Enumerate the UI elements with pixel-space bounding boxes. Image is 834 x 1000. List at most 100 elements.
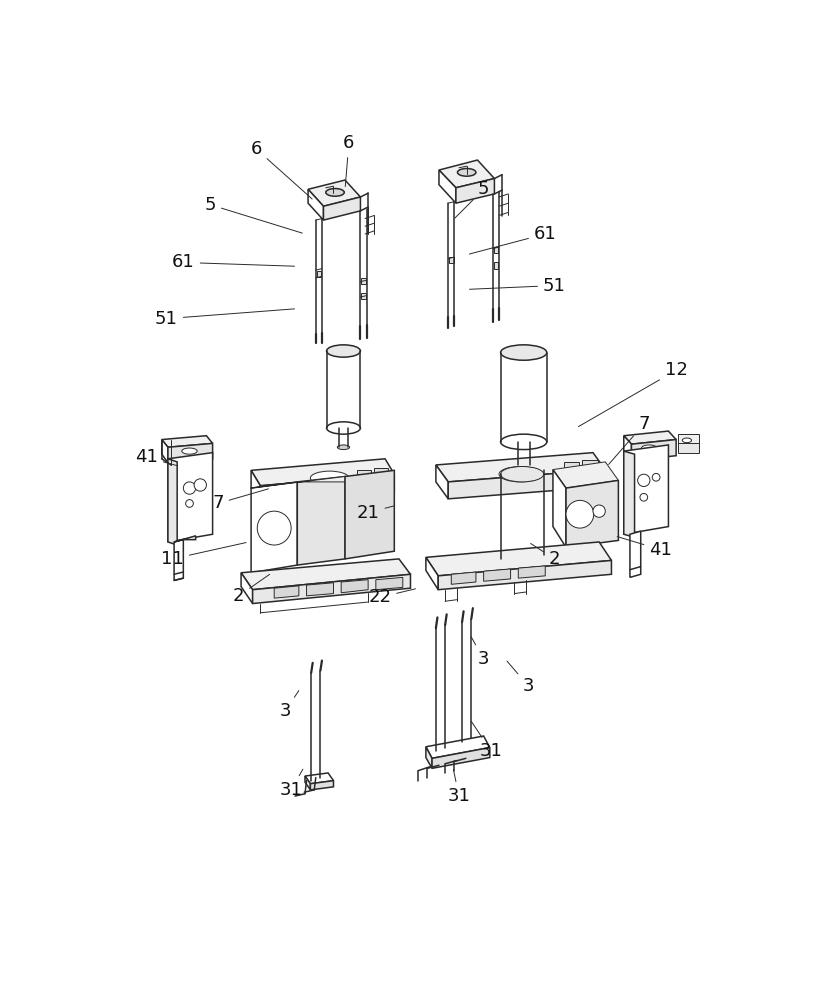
Polygon shape bbox=[174, 536, 196, 542]
Polygon shape bbox=[624, 451, 635, 537]
Polygon shape bbox=[168, 443, 213, 463]
Polygon shape bbox=[426, 542, 611, 576]
Polygon shape bbox=[168, 453, 213, 542]
Ellipse shape bbox=[682, 438, 691, 443]
Ellipse shape bbox=[500, 434, 547, 450]
Text: 61: 61 bbox=[470, 225, 556, 254]
Bar bbox=[494, 247, 498, 253]
Ellipse shape bbox=[641, 445, 657, 451]
Circle shape bbox=[566, 500, 594, 528]
Polygon shape bbox=[553, 470, 566, 547]
Circle shape bbox=[186, 500, 193, 507]
Polygon shape bbox=[174, 540, 183, 580]
Polygon shape bbox=[566, 480, 618, 547]
Polygon shape bbox=[624, 431, 676, 444]
Ellipse shape bbox=[500, 345, 547, 360]
Bar bbox=[449, 257, 454, 263]
Polygon shape bbox=[241, 559, 410, 590]
Polygon shape bbox=[308, 180, 360, 206]
Polygon shape bbox=[253, 574, 410, 604]
Text: 2: 2 bbox=[530, 543, 560, 568]
Text: 21: 21 bbox=[357, 504, 394, 522]
Text: 3: 3 bbox=[507, 661, 534, 695]
Ellipse shape bbox=[458, 169, 476, 176]
Text: 41: 41 bbox=[135, 448, 178, 466]
Bar bbox=[361, 293, 366, 299]
Polygon shape bbox=[251, 470, 260, 503]
Polygon shape bbox=[426, 557, 438, 590]
Polygon shape bbox=[260, 474, 394, 503]
Polygon shape bbox=[439, 170, 456, 203]
Ellipse shape bbox=[516, 462, 531, 468]
Text: 31: 31 bbox=[279, 769, 303, 799]
Polygon shape bbox=[341, 580, 368, 593]
Circle shape bbox=[638, 474, 650, 487]
Text: 12: 12 bbox=[579, 361, 687, 427]
Bar bbox=[564, 462, 579, 473]
Polygon shape bbox=[345, 470, 394, 559]
Text: 7: 7 bbox=[212, 489, 269, 512]
Polygon shape bbox=[448, 470, 605, 499]
Bar bbox=[678, 434, 699, 451]
Polygon shape bbox=[241, 573, 253, 604]
Bar bbox=[317, 271, 321, 277]
Ellipse shape bbox=[327, 422, 360, 434]
Bar bbox=[361, 278, 366, 284]
Text: 6: 6 bbox=[344, 134, 354, 187]
Text: 61: 61 bbox=[172, 253, 294, 271]
Ellipse shape bbox=[182, 448, 197, 454]
Ellipse shape bbox=[499, 466, 542, 482]
Polygon shape bbox=[518, 566, 545, 578]
Polygon shape bbox=[631, 440, 676, 460]
Text: 31: 31 bbox=[448, 770, 470, 805]
Ellipse shape bbox=[326, 189, 344, 196]
Text: 5: 5 bbox=[455, 180, 490, 218]
Polygon shape bbox=[436, 465, 448, 499]
Polygon shape bbox=[168, 459, 177, 545]
Polygon shape bbox=[630, 531, 641, 577]
Bar bbox=[374, 468, 388, 477]
Text: 3: 3 bbox=[279, 691, 299, 720]
Text: 3: 3 bbox=[471, 637, 490, 668]
Circle shape bbox=[640, 493, 648, 501]
Polygon shape bbox=[251, 477, 345, 488]
Polygon shape bbox=[308, 189, 324, 220]
Polygon shape bbox=[162, 440, 168, 463]
Polygon shape bbox=[451, 572, 476, 584]
Polygon shape bbox=[484, 569, 510, 581]
Text: 7: 7 bbox=[609, 415, 650, 464]
Polygon shape bbox=[324, 197, 360, 220]
Polygon shape bbox=[310, 781, 334, 790]
Bar bbox=[494, 262, 498, 269]
Polygon shape bbox=[305, 773, 334, 784]
Text: 41: 41 bbox=[617, 537, 672, 559]
Ellipse shape bbox=[500, 466, 544, 482]
Circle shape bbox=[194, 479, 207, 491]
Ellipse shape bbox=[310, 471, 349, 485]
Bar bbox=[678, 443, 699, 453]
Circle shape bbox=[257, 511, 291, 545]
Polygon shape bbox=[426, 736, 490, 758]
Text: 51: 51 bbox=[470, 277, 566, 295]
Polygon shape bbox=[376, 577, 403, 590]
Ellipse shape bbox=[500, 551, 544, 567]
Circle shape bbox=[183, 482, 196, 494]
Bar bbox=[357, 470, 371, 479]
Polygon shape bbox=[624, 445, 668, 534]
Polygon shape bbox=[251, 482, 297, 573]
Text: 22: 22 bbox=[368, 588, 415, 606]
Polygon shape bbox=[307, 583, 334, 596]
Polygon shape bbox=[439, 160, 495, 188]
Polygon shape bbox=[438, 560, 611, 590]
Text: 2: 2 bbox=[233, 574, 269, 605]
Ellipse shape bbox=[337, 445, 349, 450]
Polygon shape bbox=[162, 436, 213, 447]
Circle shape bbox=[593, 505, 605, 517]
Text: 11: 11 bbox=[161, 543, 246, 568]
Bar bbox=[582, 460, 598, 471]
Polygon shape bbox=[456, 179, 495, 203]
Ellipse shape bbox=[327, 345, 360, 357]
Text: 31: 31 bbox=[471, 721, 503, 760]
Polygon shape bbox=[553, 462, 618, 488]
Polygon shape bbox=[251, 459, 394, 486]
